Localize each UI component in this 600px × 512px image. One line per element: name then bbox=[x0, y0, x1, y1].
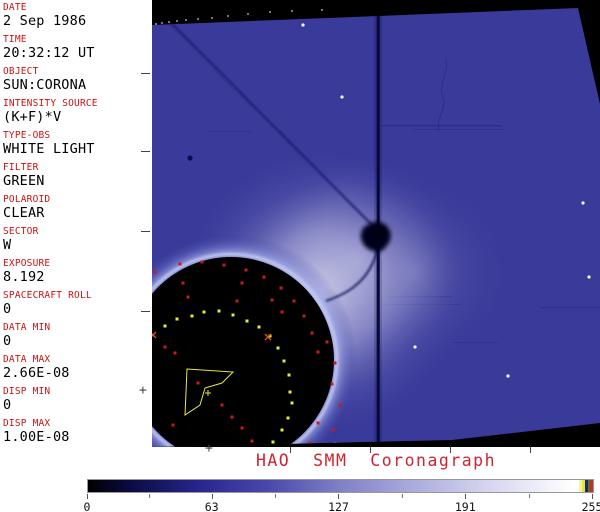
meta-label: INTENSITY SOURCE bbox=[3, 98, 98, 109]
metadata-sidebar: DATE 2 Sep 1986 TIME 20:32:12 UT OBJECT SUN… bbox=[0, 0, 152, 447]
meta-item-sector: SECTOR W bbox=[3, 226, 152, 253]
meta-item-data-max: DATA MAX 2.66E-08 bbox=[3, 354, 152, 381]
meta-value: W bbox=[3, 237, 12, 253]
yellow-calibration-dots bbox=[163, 309, 337, 446]
meta-item-object: OBJECT SUN:CORONA bbox=[3, 66, 152, 93]
faint-east-glow bbox=[314, 172, 514, 372]
meta-value: 0 bbox=[3, 397, 12, 413]
meta-label: POLAROID bbox=[3, 194, 51, 205]
meta-item-spacecraft-roll: SPACECRAFT ROLL 0 bbox=[3, 290, 152, 317]
meta-item-time: TIME 20:32:12 UT bbox=[3, 34, 152, 61]
meta-item-intensity-source: INTENSITY SOURCE (K+F)*V bbox=[3, 98, 152, 125]
occulting-disk bbox=[152, 257, 334, 447]
red-calibration-dots bbox=[153, 260, 342, 445]
plot-title: HAO SMM Coronagraph bbox=[255, 451, 497, 470]
meta-label: DATA MIN bbox=[3, 322, 51, 333]
meta-value: CLEAR bbox=[3, 205, 45, 221]
meta-label: DISP MIN bbox=[3, 386, 51, 397]
meta-value: WHITE LIGHT bbox=[3, 141, 95, 157]
meta-value: SUN:CORONA bbox=[3, 77, 87, 93]
occulter-rim bbox=[152, 252, 339, 447]
meta-label: SPACECRAFT ROLL bbox=[3, 290, 92, 301]
meta-value: 1.00E-08 bbox=[3, 429, 70, 445]
meta-label: FILTER bbox=[3, 162, 39, 173]
star-specks bbox=[301, 23, 591, 378]
data-region bbox=[152, 8, 600, 447]
meta-label: EXPOSURE bbox=[3, 258, 51, 269]
coronagraph-image[interactable] bbox=[152, 0, 600, 447]
x-markers bbox=[152, 331, 272, 341]
colorbar-gradient bbox=[87, 479, 594, 493]
meta-value: 2.66E-08 bbox=[3, 365, 70, 381]
meta-item-filter: FILTER GREEN bbox=[3, 162, 152, 189]
meta-label: SECTOR bbox=[3, 226, 39, 237]
meta-value: 20:32:12 UT bbox=[3, 45, 95, 61]
meta-label: DATE bbox=[3, 2, 27, 13]
meta-value: GREEN bbox=[3, 173, 45, 189]
pylon-curve bbox=[325, 246, 380, 303]
meta-label: DATA MAX bbox=[3, 354, 51, 365]
meta-item-disp-min: DISP MIN 0 bbox=[3, 386, 152, 413]
film-scratch bbox=[437, 57, 447, 131]
meta-item-date: DATE 2 Sep 1986 bbox=[3, 2, 152, 29]
meta-label: OBJECT bbox=[3, 66, 39, 77]
meta-item-type-obs: TYPE-OBS WHITE LIGHT bbox=[3, 130, 152, 157]
diagonal-support-line bbox=[161, 13, 379, 232]
occulter-blob-core bbox=[370, 225, 386, 241]
meta-item-polaroid: POLAROID CLEAR bbox=[3, 194, 152, 221]
edge-speckles bbox=[155, 9, 323, 25]
meta-value: 0 bbox=[3, 333, 12, 349]
calibration-polygon bbox=[184, 368, 235, 416]
meta-label: TIME bbox=[3, 34, 27, 45]
dark-specks bbox=[187, 155, 193, 161]
meta-item-exposure: EXPOSURE 8.192 bbox=[3, 258, 152, 285]
meta-label: DISP MAX bbox=[3, 418, 51, 429]
meta-item-disp-max: DISP MAX 1.00E-08 bbox=[3, 418, 152, 445]
meta-value: 8.192 bbox=[3, 269, 45, 285]
coronagraph-plot bbox=[152, 0, 600, 447]
meta-value: 2 Sep 1986 bbox=[3, 13, 87, 29]
meta-value: 0 bbox=[3, 301, 12, 317]
meta-value: (K+F)*V bbox=[3, 109, 62, 125]
meta-item-data-min: DATA MIN 0 bbox=[3, 322, 152, 349]
meta-label: TYPE-OBS bbox=[3, 130, 51, 141]
